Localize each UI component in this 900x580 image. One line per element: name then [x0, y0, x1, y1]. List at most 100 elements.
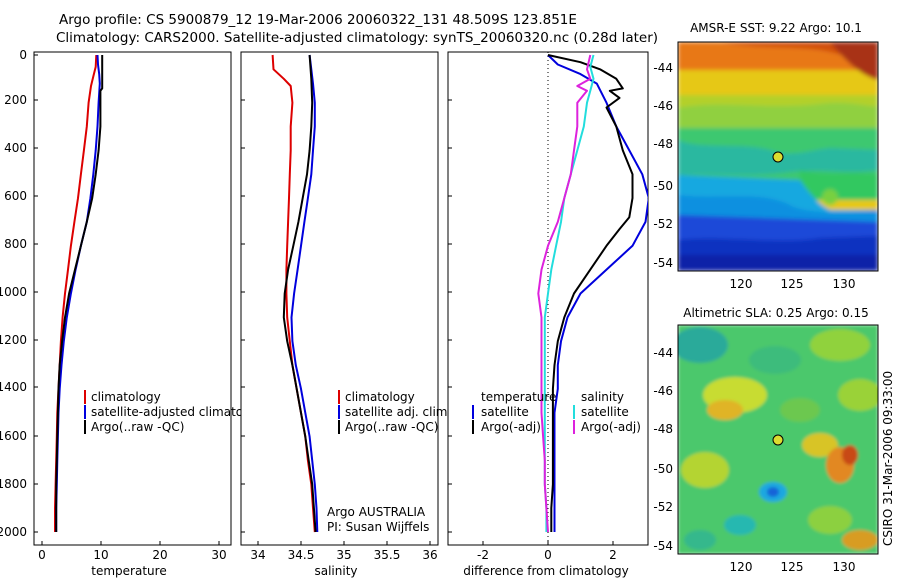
sst-x-tick-labels: 120 125 130	[730, 277, 856, 291]
salinity-y-tick-marks	[241, 99, 245, 533]
lat-tick-50: -50	[653, 462, 673, 476]
x-tick-zero: 0	[544, 548, 552, 562]
difference-series	[537, 54, 648, 533]
temperature-series	[54, 54, 104, 532]
lon-tick-120: 120	[730, 277, 753, 291]
legend-header-temperature: temperature	[481, 390, 556, 404]
float-owner-line1: Argo AUSTRALIA	[327, 505, 426, 519]
difference-line-blue	[547, 54, 648, 532]
temperature-x-ticks: 0 10 20 30	[38, 541, 227, 562]
legend-label-argo: Argo(..raw -QC)	[91, 420, 184, 434]
salinity-line-blue	[290, 54, 319, 533]
sst-map-frame	[677, 41, 879, 272]
x-tick-36: 36	[422, 548, 437, 562]
temperature-x-axis-label: temperature	[91, 564, 166, 578]
figure-title-line2: Climatology: CARS2000. Satellite-adjuste…	[56, 30, 658, 46]
y-tick-400: 400	[4, 141, 27, 155]
legend-label-satellite-adjusted: satellite-adjusted climatology	[91, 405, 269, 419]
lon-tick-120: 120	[730, 560, 753, 574]
legend-header-salinity: salinity	[581, 390, 624, 404]
lat-tick-50: -50	[653, 179, 673, 193]
sla-map-frame	[677, 324, 879, 555]
lat-tick-52: -52	[653, 500, 673, 514]
x-tick-30: 30	[211, 548, 226, 562]
sla-x-tick-labels: 120 125 130	[730, 560, 856, 574]
float-owner-line2: PI: Susan Wijffels	[327, 520, 429, 534]
sla-y-tick-labels: -44 -46 -48 -50 -52 -54	[653, 346, 673, 553]
legend-label-sal-satellite: satellite	[581, 405, 629, 419]
lat-tick-44: -44	[653, 346, 673, 360]
y-tick-1400: 1400	[0, 380, 27, 394]
salinity-x-ticks: 34 34.5 35 35.5 36	[250, 541, 438, 562]
sst-heatmap	[678, 42, 878, 271]
y-tick-1000: 1000	[0, 285, 27, 299]
difference-panel: -2 0 2 difference from climatology tempe…	[447, 51, 649, 578]
y-tick-600: 600	[4, 189, 27, 203]
lat-tick-52: -52	[653, 217, 673, 231]
lat-tick-46: -46	[653, 99, 673, 113]
y-tick-2000: 2000	[0, 525, 27, 539]
y-tick-0: 0	[19, 48, 27, 62]
temperature-line-black	[55, 55, 104, 532]
lon-tick-125: 125	[781, 560, 804, 574]
sla-argo-position-marker	[772, 434, 784, 446]
x-tick-2: 2	[609, 548, 617, 562]
figure-title-line1: Argo profile: CS 5900879_12 19-Mar-2006 …	[59, 12, 577, 28]
sla-map-panel: Altimetric SLA: 0.25 Argo: 0.15	[653, 306, 879, 574]
legend-label-climatology: climatology	[345, 390, 415, 404]
y-tick-800: 800	[4, 237, 27, 251]
credit-timestamp: CSIRO 31-Mar-2006 09:33:00	[881, 371, 895, 546]
y-tick-1800: 1800	[0, 477, 27, 491]
difference-line-cyan	[543, 54, 595, 532]
salinity-panel: 34 34.5 35 35.5 36 salinity climatology …	[240, 51, 451, 578]
difference-x-axis-label: difference from climatology	[463, 564, 629, 578]
legend-label-satellite-adj: satellite adj. clim.	[345, 405, 451, 419]
x-tick-minus-2: -2	[477, 548, 489, 562]
legend-label-temp-argo: Argo(-adj)	[481, 420, 541, 434]
temperature-panel: 0 200 400 600 800 1000 1200 1400 1600 18…	[0, 48, 269, 578]
lat-tick-44: -44	[653, 61, 673, 75]
difference-legend: temperature satellite Argo(-adj) salinit…	[472, 390, 641, 434]
lat-tick-54: -54	[653, 539, 673, 553]
legend-label-sal-argo: Argo(-adj)	[581, 420, 641, 434]
lon-tick-130: 130	[833, 560, 856, 574]
x-tick-34-5: 34.5	[288, 548, 315, 562]
y-tick-1200: 1200	[0, 333, 27, 347]
difference-line-black	[547, 54, 634, 532]
y-tick-1600: 1600	[0, 429, 27, 443]
lat-tick-46: -46	[653, 384, 673, 398]
lat-tick-48: -48	[653, 422, 673, 436]
salinity-x-axis-label: salinity	[314, 564, 357, 578]
sst-map-title: AMSR-E SST: 9.22 Argo: 10.1	[690, 21, 862, 35]
x-tick-35: 35	[336, 548, 351, 562]
temperature-y-tick-labels: 0 200 400 600 800 1000 1200 1400 1600 18…	[0, 48, 27, 539]
lon-tick-130: 130	[833, 277, 856, 291]
x-tick-35-5: 35.5	[374, 548, 401, 562]
lat-tick-54: -54	[653, 256, 673, 270]
lon-tick-125: 125	[781, 277, 804, 291]
salinity-legend: climatology satellite adj. clim. Argo(..…	[338, 390, 451, 434]
lat-tick-48: -48	[653, 137, 673, 151]
difference-line-magenta	[537, 54, 592, 533]
legend-label-argo: Argo(..raw -QC)	[345, 420, 438, 434]
x-tick-0: 0	[38, 548, 46, 562]
difference-y-tick-marks	[448, 99, 452, 533]
temperature-y-tick-marks	[34, 54, 38, 533]
salinity-axes-frame	[240, 51, 439, 546]
x-tick-34: 34	[250, 548, 265, 562]
temperature-axes-frame	[33, 51, 232, 546]
sla-map-title: Altimetric SLA: 0.25 Argo: 0.15	[683, 306, 868, 320]
sst-y-tick-labels: -44 -46 -48 -50 -52 -54	[653, 61, 673, 270]
sst-map-panel: AMSR-E SST: 9.22 Argo: 10.1	[653, 21, 879, 291]
sst-argo-position-marker	[772, 151, 784, 163]
legend-label-temp-satellite: satellite	[481, 405, 529, 419]
x-tick-20: 20	[152, 548, 167, 562]
legend-label-climatology: climatology	[91, 390, 161, 404]
salinity-series	[271, 54, 319, 533]
salinity-line-black	[282, 54, 317, 533]
x-tick-10: 10	[93, 548, 108, 562]
y-tick-200: 200	[4, 93, 27, 107]
difference-x-ticks: -2 0 2	[477, 541, 617, 562]
temperature-legend: climatology satellite-adjusted climatolo…	[84, 390, 269, 434]
